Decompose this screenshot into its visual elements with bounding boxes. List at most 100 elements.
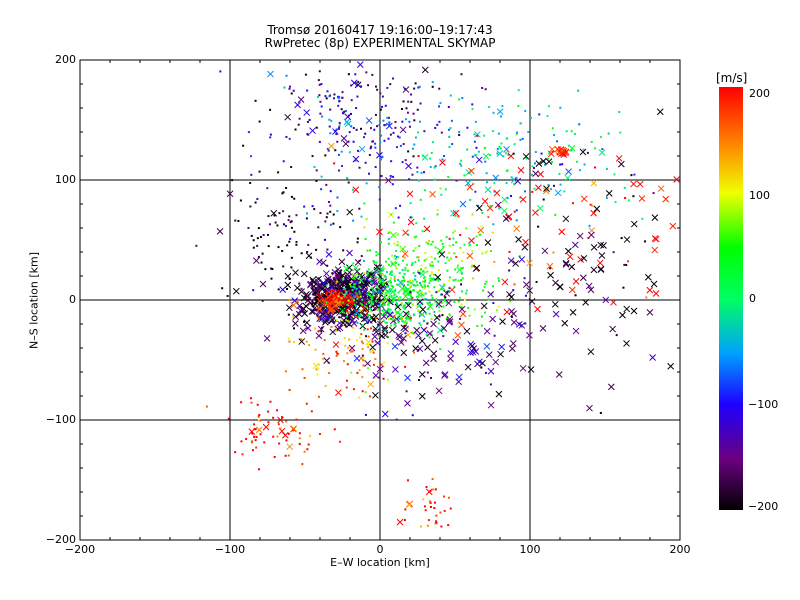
scatter-point-dot [605, 167, 608, 170]
scatter-point-x [508, 345, 516, 352]
scatter-point-x [572, 327, 580, 335]
scatter-point-x [348, 344, 356, 352]
scatter-point-dot [434, 488, 437, 491]
y-tick-label: 200 [55, 53, 76, 66]
scatter-point-dot [269, 136, 272, 139]
scatter-point-dot [352, 219, 355, 222]
scatter-point-x [535, 184, 542, 192]
scatter-point-x [430, 355, 437, 363]
scatter-point-dot [253, 423, 256, 426]
scatter-point-dot [383, 361, 386, 364]
scatter-point-x [373, 263, 381, 271]
scatter-point-dot [435, 521, 438, 524]
scatter-point-x [424, 344, 431, 351]
scatter-point-dot [366, 304, 369, 307]
scatter-point-dot [418, 314, 421, 317]
scatter-point-x [372, 313, 380, 321]
scatter-point-dot [405, 263, 408, 266]
scatter-point-dot [385, 271, 388, 274]
scatter-point-dot [338, 124, 341, 127]
scatter-point-x [571, 241, 579, 249]
scatter-point-dot [298, 437, 301, 440]
scatter-point-x [426, 303, 434, 310]
scatter-point-dot [358, 292, 361, 295]
scatter-point-dot [323, 339, 326, 342]
scatter-point-dot [360, 293, 363, 296]
scatter-point-dot [329, 204, 332, 207]
scatter-point-dot [362, 357, 365, 360]
scatter-point-dot [366, 249, 369, 252]
scatter-point-x [372, 391, 379, 399]
scatter-point-dot [351, 283, 354, 286]
scatter-point-dot [448, 287, 451, 290]
scatter-point-x [515, 320, 523, 328]
scatter-point-dot [413, 351, 416, 354]
scatter-point-dot [356, 241, 359, 244]
scatter-point-x [673, 176, 681, 183]
scatter-point-dot [392, 175, 395, 178]
scatter-point-dot [384, 124, 387, 127]
scatter-point-dot [281, 192, 284, 195]
scatter-point-dot [408, 298, 411, 301]
scatter-point-x [515, 236, 522, 243]
scatter-point-dot [414, 136, 417, 139]
scatter-point-dot [444, 296, 447, 299]
scatter-point-dot [305, 340, 308, 343]
scatter-point-dot [321, 310, 324, 313]
scatter-point-dot [345, 386, 348, 389]
scatter-point-dot [292, 315, 295, 318]
scatter-point-dot [331, 289, 334, 292]
scatter-point-dot [360, 333, 363, 336]
scatter-point-dot [445, 236, 448, 239]
scatter-point-x [617, 160, 625, 168]
scatter-point-dot [429, 501, 432, 504]
scatter-point-dot [378, 124, 381, 127]
scatter-point-dot [345, 379, 348, 382]
scatter-point-dot [315, 126, 318, 129]
scatter-point-dot [413, 236, 416, 239]
scatter-point-x [590, 209, 597, 217]
scatter-point-dot [423, 189, 426, 192]
scatter-point-dot [298, 117, 301, 120]
scatter-point-dot [336, 140, 339, 143]
scatter-point-x [615, 155, 623, 162]
scatter-point-dot [348, 114, 351, 117]
scatter-point-dot [393, 242, 396, 245]
scatter-point-dot [370, 302, 373, 305]
scatter-point-dot [407, 233, 410, 236]
scatter-point-dot [493, 334, 496, 337]
scatter-point-dot [423, 298, 426, 301]
scatter-point-dot [401, 317, 404, 320]
scatter-point-x [405, 501, 413, 509]
scatter-point-dot [374, 142, 377, 145]
scatter-point-dot [239, 199, 242, 202]
scatter-point-dot [429, 165, 432, 168]
scatter-point-dot [370, 287, 373, 290]
scatter-point-dot [431, 85, 434, 88]
scatter-point-dot [438, 315, 441, 318]
scatter-point-x [439, 159, 446, 166]
scatter-point-dot [424, 279, 427, 282]
scatter-point-dot [496, 152, 499, 155]
scatter-point-dot [300, 252, 303, 255]
scatter-point-dot [452, 231, 455, 234]
colorbar-tick-label: −200 [748, 500, 779, 513]
scatter-point-dot [399, 246, 402, 249]
scatter-point-dot [547, 152, 550, 155]
scatter-point-dot [309, 435, 312, 438]
scatter-point-dot [319, 100, 322, 103]
scatter-point-dot [484, 371, 487, 374]
scatter-point-dot [460, 272, 463, 275]
scatter-point-dot [328, 95, 331, 98]
scatter-point-dot [499, 147, 502, 150]
scatter-point-dot [306, 250, 309, 253]
scatter-point-dot [349, 283, 352, 286]
scatter-point-dot [497, 277, 500, 280]
scatter-point-dot [333, 428, 336, 431]
scatter-point-dot [443, 509, 446, 512]
scatter-point-x [590, 266, 598, 274]
scatter-point-dot [633, 173, 636, 176]
scatter-point-dot [570, 149, 573, 152]
scatter-point-dot [331, 272, 334, 275]
scatter-point-dot [418, 244, 421, 247]
